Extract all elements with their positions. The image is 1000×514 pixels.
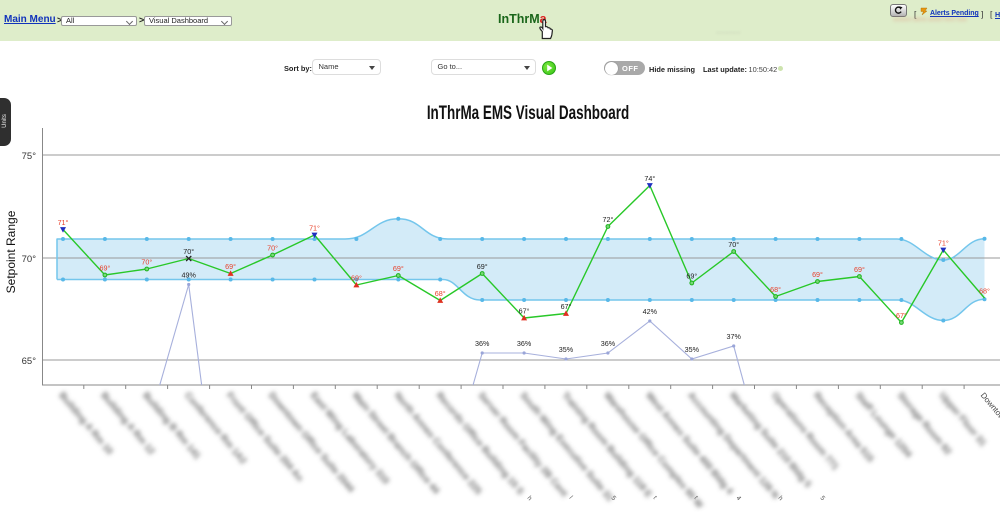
svg-text:36%: 36% <box>517 339 532 348</box>
svg-text:42%: 42% <box>643 307 658 316</box>
svg-text:68°: 68° <box>979 287 990 296</box>
svg-text:5: 5 <box>818 495 826 503</box>
svg-text:35%: 35% <box>685 345 700 354</box>
svg-text:68°: 68° <box>435 289 446 298</box>
svg-text:l: l <box>567 495 574 501</box>
svg-text:36%: 36% <box>601 339 616 348</box>
svg-text:69°: 69° <box>393 264 404 273</box>
svg-text:71°: 71° <box>58 218 69 227</box>
svg-text:t: t <box>692 495 699 501</box>
svg-text:69°: 69° <box>99 264 110 273</box>
svg-text:East Wing Laboratory 310: East Wing Laboratory 310 <box>308 390 391 486</box>
svg-text:49%: 49% <box>182 271 197 280</box>
svg-text:Marketing Suite 210 Bldg 5: Marketing Suite 210 Bldg 5 <box>727 390 814 490</box>
svg-text:36%: 36% <box>475 339 490 348</box>
svg-text:West Annex Suite 400 Bldg 4: West Annex Suite 400 Bldg 4 <box>643 390 735 497</box>
svg-text:h: h <box>776 495 784 503</box>
svg-text:70°: 70° <box>141 258 152 267</box>
svg-text:35%: 35% <box>559 345 574 354</box>
svg-text:68°: 68° <box>770 285 781 294</box>
svg-text:37%: 37% <box>727 332 742 341</box>
svg-text:70°: 70° <box>183 247 194 256</box>
svg-text:Setpoint Range: Setpoint Range <box>4 210 18 293</box>
svg-text:72°: 72° <box>602 215 613 224</box>
svg-text:70°: 70° <box>728 240 739 249</box>
svg-text:Downtown Office Suite 2044: Downtown Office Suite 2044 <box>266 390 357 495</box>
svg-text:69°: 69° <box>686 272 697 281</box>
svg-text:4: 4 <box>734 495 742 503</box>
svg-text:t: t <box>651 495 658 501</box>
svg-text:Accounting Department 126 N: Accounting Department 126 N <box>685 390 781 501</box>
svg-text:Server Room Facility 2B Cent: Server Room Facility 2B Cent <box>476 390 570 500</box>
svg-text:71°: 71° <box>938 239 949 248</box>
svg-text:69°: 69° <box>225 262 236 271</box>
svg-text:67°: 67° <box>561 302 572 311</box>
svg-text:Records Office Building 15 S: Records Office Building 15 S <box>434 390 526 497</box>
svg-text:North Annex Conference 225: North Annex Conference 225 <box>392 390 484 497</box>
svg-text:69°: 69° <box>854 265 865 274</box>
svg-text:Main Street Branch Office 44: Main Street Branch Office 44 <box>350 390 442 497</box>
svg-text:69°: 69° <box>351 274 362 283</box>
svg-text:70°: 70° <box>267 244 278 253</box>
svg-text:69°: 69° <box>812 270 823 279</box>
svg-text:74°: 74° <box>644 174 655 183</box>
svg-text:70°: 70° <box>22 254 37 265</box>
svg-text:75°: 75° <box>22 151 37 162</box>
svg-text:71°: 71° <box>309 224 320 233</box>
svg-text:Training Room Building 118 E: Training Room Building 118 E <box>559 390 654 500</box>
svg-text:67°: 67° <box>896 311 907 320</box>
svg-text:Front Office Suite 204 An: Front Office Suite 204 An <box>224 390 305 484</box>
svg-text:65°: 65° <box>22 356 37 367</box>
svg-text:5: 5 <box>609 495 617 503</box>
svg-text:h: h <box>525 495 533 503</box>
svg-text:67°: 67° <box>519 307 530 316</box>
svg-text:69°: 69° <box>477 262 488 271</box>
